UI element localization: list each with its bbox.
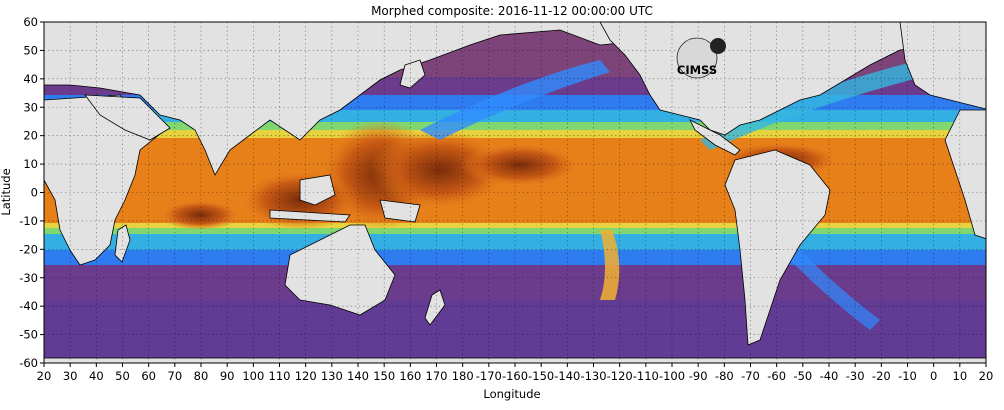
y-tick-label: -40 [19, 299, 38, 313]
x-tick-label: -20 [872, 369, 891, 383]
x-tick-label: 130 [321, 369, 343, 383]
x-tick-label: -100 [659, 369, 685, 383]
x-tick-label: -130 [580, 369, 606, 383]
y-tick-label: 20 [23, 129, 38, 143]
y-tick-label: 10 [23, 157, 38, 171]
x-tick-label: 90 [220, 369, 235, 383]
y-tick-label: -60 [19, 356, 38, 370]
y-tick-label: 0 [31, 186, 38, 200]
x-tick-label: -10 [898, 369, 917, 383]
x-tick-label: -50 [793, 369, 812, 383]
logo-text: CIMSS [677, 63, 717, 77]
x-tick-label: 180 [452, 369, 474, 383]
x-tick-label: 100 [242, 369, 264, 383]
x-axis-ticks: 20 30 40 50 60 70 80 90 100 110 120 130 140 150 160 170… [37, 363, 994, 383]
y-tick-label: -30 [19, 271, 38, 285]
x-tick-label: 20 [979, 369, 994, 383]
x-tick-label: 140 [347, 369, 369, 383]
eurasia-landmass [44, 22, 661, 176]
x-tick-label: 10 [953, 369, 968, 383]
x-tick-label: -140 [554, 369, 580, 383]
y-tick-label: 40 [23, 72, 38, 86]
x-tick-label: -90 [689, 369, 708, 383]
map-title: Morphed composite: 2016-11-12 00:00:00 U… [371, 4, 653, 18]
x-tick-label: -30 [846, 369, 865, 383]
x-tick-label: -120 [607, 369, 633, 383]
x-tick-label: -170 [476, 369, 502, 383]
x-tick-label: 0 [930, 369, 937, 383]
x-tick-label: 160 [399, 369, 421, 383]
y-tick-label: -10 [19, 214, 38, 228]
y-axis-label: Latitude [0, 168, 13, 215]
x-tick-label: -60 [767, 369, 786, 383]
x-tick-label: -110 [633, 369, 659, 383]
x-tick-label: -150 [528, 369, 554, 383]
x-tick-label: 70 [168, 369, 183, 383]
x-tick-label: -70 [741, 369, 760, 383]
x-tick-label: 40 [89, 369, 104, 383]
australia-landmass [284, 224, 396, 316]
y-tick-label: 30 [23, 100, 38, 114]
y-tick-label: -20 [19, 242, 38, 256]
map-plot-area [44, 22, 986, 363]
y-tick-label: -50 [19, 328, 38, 342]
y-axis-ticks: 60 50 40 30 20 10 0 -10 -20 -30 -40 -50 -60 [19, 15, 44, 370]
x-tick-label: 120 [295, 369, 317, 383]
y-tick-label: 50 [23, 43, 38, 57]
x-tick-label: 60 [141, 369, 156, 383]
x-tick-label: 30 [63, 369, 78, 383]
x-tick-label: -40 [820, 369, 839, 383]
south-america-landmass [724, 149, 831, 346]
x-tick-label: 20 [37, 369, 52, 383]
x-tick-label: 80 [194, 369, 209, 383]
x-axis-label: Longitude [483, 387, 540, 401]
x-tick-label: 110 [269, 369, 291, 383]
x-tick-label: 50 [115, 369, 130, 383]
x-tick-label: -160 [502, 369, 528, 383]
x-tick-label: 150 [373, 369, 395, 383]
graticule [44, 22, 986, 363]
x-tick-label: 170 [426, 369, 448, 383]
y-tick-label: 60 [23, 15, 38, 29]
x-tick-label: -80 [715, 369, 734, 383]
cimss-logo: CIMSS [676, 37, 726, 79]
